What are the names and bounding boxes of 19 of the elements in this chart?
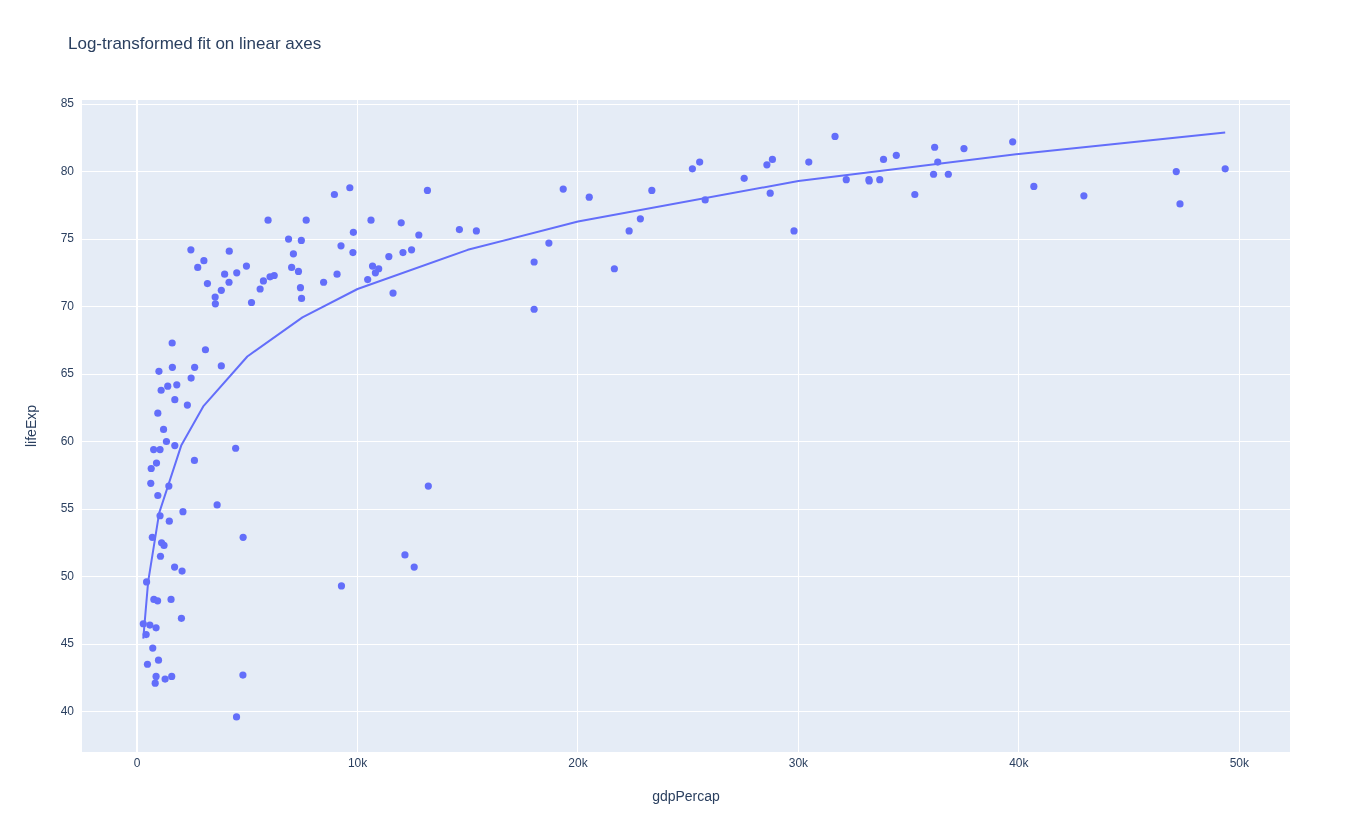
y-tick-label: 40 [60,703,75,718]
chart-title: Log-transformed fit on linear axes [68,33,322,53]
x-axis-title: gdpPercap [652,788,721,805]
y-tick-label: 65 [60,366,75,381]
x-tick-label: 50k [1229,755,1250,770]
y-tick-label: 70 [60,298,75,313]
y-tick-label: 50 [60,568,75,583]
x-tick-label: 10k [347,755,369,770]
x-tick-label: 40k [1009,755,1030,770]
y-axis-title: lifeExp [23,404,40,448]
y-tick-label: 60 [60,433,75,448]
y-tick-label: 85 [60,96,75,111]
x-tick-label: 30k [788,755,810,770]
y-tick-label: 55 [60,501,75,516]
x-tick-label: 0 [133,755,141,770]
y-tick-label: 80 [60,163,75,178]
x-tick-label: 20k [568,755,589,770]
y-tick-label: 75 [60,231,75,246]
y-tick-label: 45 [60,636,75,651]
